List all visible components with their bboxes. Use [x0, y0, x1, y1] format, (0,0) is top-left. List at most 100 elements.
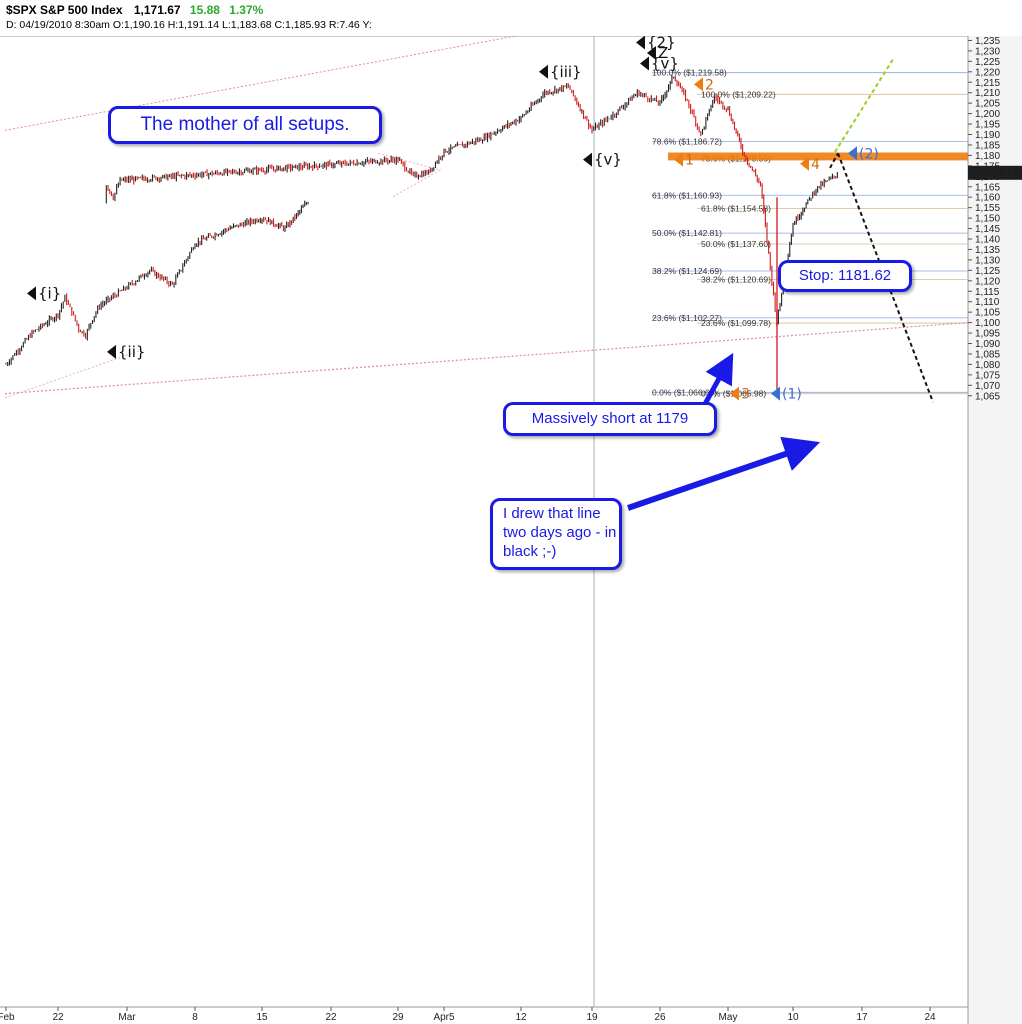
- y-tick-label: 1,155: [975, 203, 1000, 214]
- fib-level-label: 23.6% ($1,099.78): [701, 318, 771, 328]
- callout-mother-text: The mother of all setups.: [140, 114, 350, 135]
- callout-stop-text: Stop: 1181.62: [798, 267, 892, 284]
- fib-level-label: 50.0% ($1,137.60): [701, 239, 771, 249]
- candles: [5, 74, 838, 367]
- black-line-up: [829, 152, 839, 169]
- y-tick-label: 1,240: [975, 36, 1000, 37]
- green-projection-line: [834, 58, 894, 153]
- x-tick-label: 19: [586, 1012, 598, 1023]
- orange-wave-label: 3: [741, 387, 750, 403]
- fib-level-label: 100.0% ($1,209.22): [701, 89, 776, 99]
- current-price-box: [968, 165, 1022, 180]
- x-tick-label: May: [719, 1012, 738, 1023]
- y-tick-label: 1,210: [975, 88, 1000, 99]
- lower-trendline: [4, 322, 969, 395]
- fib-level-label: 38.2% ($1,120.69): [701, 274, 771, 284]
- y-tick-label: 1,130: [975, 255, 1000, 266]
- symbol-name: $SPX S&P 500 Index: [6, 3, 123, 17]
- fib-level-label: 50.0% ($1,142.81): [652, 228, 722, 238]
- y-tick-label: 1,075: [975, 370, 1000, 381]
- y-tick-label: 1,180: [975, 151, 1000, 162]
- fib-level-label: 61.8% ($1,160.93): [652, 190, 722, 200]
- y-tick-label: 1,090: [975, 339, 1000, 350]
- fib-level-label: 61.8% ($1,154.58): [701, 204, 771, 214]
- upper-trendline: [4, 36, 519, 131]
- y-tick-label: 1,085: [975, 349, 1000, 360]
- wave-ii-line: [4, 349, 143, 399]
- x-tick-label: 22: [52, 1012, 64, 1023]
- orange-wave-label: 1: [685, 153, 694, 169]
- wave-label: {iii}: [550, 63, 582, 81]
- callout-short-text: Massively short at 1179: [531, 410, 689, 427]
- orange-wave-marker-icon: [730, 386, 739, 401]
- last-price: 1,171.67: [133, 3, 181, 17]
- y-tick-label: 1,080: [975, 360, 1000, 371]
- fib-level-label: 78.6% ($1,186.72): [652, 136, 722, 146]
- x-tick-label: Mar: [118, 1012, 136, 1023]
- wave-marker-icon: [640, 56, 649, 71]
- quote-row: $SPX S&P 500 Index 1,171.67 15.88 1.37%: [6, 3, 269, 17]
- wave-marker-icon: [647, 45, 656, 60]
- fib-level-label: 100.0% ($1,219.58): [652, 68, 727, 78]
- wave-label: {i}: [38, 284, 61, 302]
- y-tick-label: 1,135: [975, 245, 1000, 256]
- ohlc-row: D: 04/19/2010 8:30am O:1,190.16 H:1,191.…: [6, 19, 372, 31]
- x-tick-label: 8: [192, 1012, 198, 1023]
- callout-line-text: I drew that line two days ago - in black…: [503, 505, 617, 560]
- y-tick-label: 1,140: [975, 235, 1000, 246]
- orange-wave-label: 4: [811, 157, 820, 173]
- wave-marker-icon: [583, 152, 592, 167]
- wave-label: {2}: [647, 36, 676, 52]
- wave-marker-icon: [539, 64, 548, 79]
- y-tick-label: 1,105: [975, 308, 1000, 319]
- triangle-lines: [377, 152, 442, 198]
- y-tick-label: 1,195: [975, 120, 1000, 131]
- y-tick-label: 1,190: [975, 130, 1000, 141]
- wave-label: {ii}: [118, 343, 145, 361]
- callout-mother-of-all-setups: The mother of all setups.: [108, 106, 382, 144]
- x-tick-label: 26: [654, 1012, 666, 1023]
- fib-level-label: 0.0% ($1,066.64): [652, 387, 717, 397]
- blue-wave-marker-icon: [771, 386, 780, 401]
- y-tick-label: 1,200: [975, 109, 1000, 120]
- callout-drew-line: I drew that line two days ago - in black…: [490, 498, 622, 570]
- wave-label: {v}: [651, 54, 679, 72]
- y-tick-label: 1,230: [975, 46, 1000, 57]
- x-tick-label: 12: [515, 1012, 527, 1023]
- y-tick-label: 1,220: [975, 67, 1000, 78]
- short-zone-band: [668, 152, 968, 161]
- blue-wave-marker-icon: [848, 146, 857, 161]
- x-tick-label: 24: [924, 1012, 936, 1023]
- y-tick-label: 1,095: [975, 329, 1000, 340]
- x-tick-label: Apr5: [433, 1012, 455, 1023]
- y-tick-label: 1,120: [975, 276, 1000, 287]
- wave-label: {v}: [594, 151, 622, 169]
- orange-wave-marker-icon: [694, 77, 703, 92]
- chart-header: $SPX S&P 500 Index 1,171.67 15.88 1.37% …: [0, 0, 1022, 37]
- y-tick-label: 1,185: [975, 140, 1000, 151]
- wave-marker-icon: [107, 344, 116, 359]
- y-tick-label: 1,070: [975, 381, 1000, 392]
- line-arrow: [627, 436, 821, 511]
- y-tick-label: 1,110: [975, 297, 1000, 308]
- fib-level-label: 23.6% ($1,102.27): [652, 313, 722, 323]
- orange-wave-marker-icon: [800, 156, 809, 171]
- x-tick-label: Feb: [0, 1012, 15, 1023]
- y-tick-label: 1,215: [975, 78, 1000, 89]
- wave-marker-icon: [636, 36, 645, 50]
- fib-level-label: 38.2% ($1,124.69): [652, 266, 722, 276]
- y-tick-label: 1,160: [975, 193, 1000, 204]
- blue-wave-label: (2): [859, 146, 879, 162]
- callout-stop: Stop: 1181.62: [778, 260, 912, 292]
- current-price-label: 1,171.67: [976, 168, 1015, 179]
- y-axis-panel: [968, 36, 1022, 1024]
- wave-label: Z: [658, 44, 668, 62]
- wave-marker-icon: [27, 286, 36, 301]
- price-chart: 1,2401,2351,2301,2251,2201,2151,2101,205…: [0, 36, 1022, 1024]
- y-tick-label: 1,125: [975, 266, 1000, 277]
- y-tick-label: 1,145: [975, 224, 1000, 235]
- x-tick-label: 29: [392, 1012, 404, 1023]
- y-tick-label: 1,100: [975, 318, 1000, 329]
- y-tick-label: 1,115: [975, 287, 1000, 298]
- y-tick-label: 1,225: [975, 57, 1000, 68]
